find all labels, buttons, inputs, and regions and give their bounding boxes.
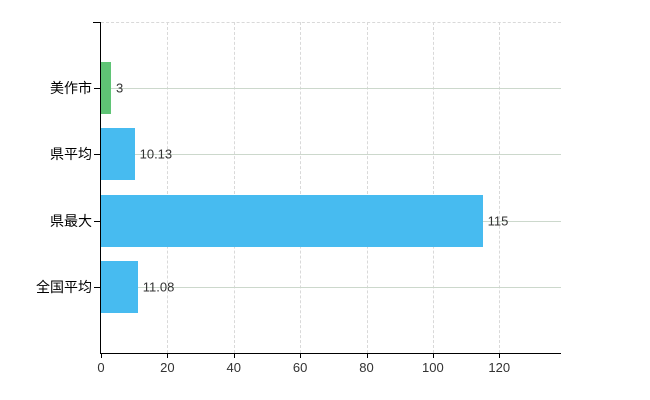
vertical-gridline	[499, 22, 501, 353]
category-label: 全国平均	[36, 278, 92, 295]
y-axis-tick	[94, 154, 100, 156]
x-tick-label: 40	[226, 360, 241, 375]
x-axis-tick	[499, 353, 501, 358]
horizontal-gridline	[101, 286, 561, 288]
value-label: 10.13	[139, 146, 173, 162]
category-label: 県最大	[50, 212, 92, 229]
y-axis-tick	[94, 220, 100, 222]
bar-全国平均	[101, 260, 138, 313]
y-axis-tick	[94, 286, 100, 288]
y-axis-line	[100, 22, 101, 354]
x-tick-label: 100	[422, 360, 444, 375]
x-tick-label: 120	[488, 360, 511, 375]
x-axis-tick	[432, 353, 434, 358]
horizontal-gridline	[101, 154, 561, 156]
x-axis-tick	[167, 353, 169, 358]
x-tick-label: 60	[292, 360, 308, 375]
x-axis-tick	[101, 353, 102, 358]
value-label: 11.08	[142, 279, 175, 295]
y-axis-tick	[94, 88, 100, 90]
x-axis-line	[100, 353, 561, 354]
x-tick-label: 0	[97, 360, 105, 375]
bar-県最大	[101, 194, 483, 247]
horizontal-gridline	[101, 88, 561, 90]
vertical-gridline	[233, 22, 235, 353]
x-axis-tick	[366, 353, 368, 358]
category-label: 県平均	[50, 146, 92, 163]
x-axis-tick	[233, 353, 235, 358]
vertical-gridline	[167, 22, 169, 353]
vertical-gridline	[300, 22, 302, 353]
bar-美作市	[101, 62, 111, 115]
plot-top-border	[101, 22, 561, 23]
y-axis-top-tick	[93, 22, 100, 23]
x-tick-label: 80	[359, 360, 374, 375]
value-label: 3	[115, 80, 124, 96]
value-label: 115	[487, 213, 509, 229]
category-label: 美作市	[50, 80, 92, 97]
x-axis-tick	[300, 353, 302, 358]
bar-県平均	[101, 128, 135, 181]
x-tick-label: 20	[160, 360, 175, 375]
vertical-gridline	[366, 22, 368, 353]
vertical-gridline	[432, 22, 434, 353]
